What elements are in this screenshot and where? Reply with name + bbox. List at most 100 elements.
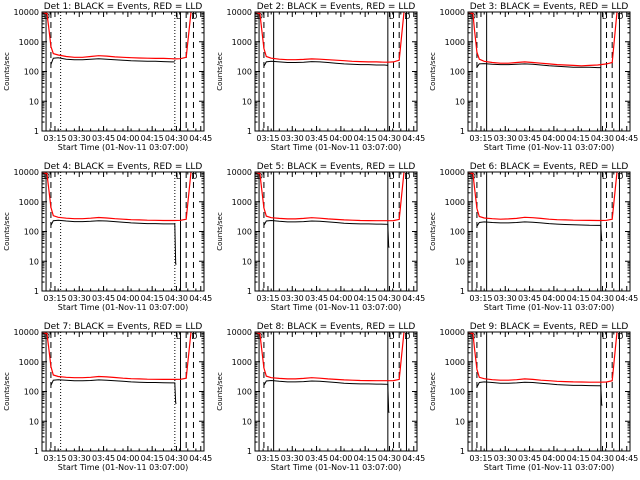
plot-frame xyxy=(467,331,631,452)
x-tick-label: 04:45 xyxy=(402,294,425,303)
marker-label: D xyxy=(191,12,197,21)
marker-label: D xyxy=(191,172,197,181)
y-tick-label: 100 xyxy=(450,388,465,397)
series-events-line xyxy=(476,221,603,241)
y-tick-label: 10 xyxy=(29,417,39,426)
chart-title: Det 2: BLACK = Events, RED = LLD xyxy=(257,2,416,12)
x-tick-label: 03:45 xyxy=(92,294,115,303)
series-group xyxy=(255,332,405,413)
x-tick-label: 04:15 xyxy=(354,294,377,303)
chart-title: Det 3: BLACK = Events, RED = LLD xyxy=(470,2,629,12)
x-tick-label: 03:15 xyxy=(256,294,279,303)
x-tick-label: 03:45 xyxy=(518,294,541,303)
x-axis-label: Start Time (01-Nov-11 03:07:00) xyxy=(484,463,614,472)
x-tick-label: 03:30 xyxy=(68,454,91,463)
x-tick-label: 04:30 xyxy=(378,134,401,143)
plot-frame xyxy=(467,11,631,132)
y-tick-label: 1000 xyxy=(232,358,252,367)
y-axis-label: Counts/sec xyxy=(216,212,224,251)
marker-label: L xyxy=(602,172,607,181)
x-axis-label: Start Time (01-Nov-11 03:07:00) xyxy=(484,303,614,312)
x-tick-label: 04:30 xyxy=(591,134,614,143)
y-tick-label: 10000 xyxy=(14,168,39,177)
x-tick-label: 03:30 xyxy=(494,134,517,143)
x-tick-label: 03:30 xyxy=(68,294,91,303)
marker-label: D xyxy=(617,172,623,181)
y-tick-label: 1 xyxy=(34,287,39,296)
chart-title: Det 8: BLACK = Events, RED = LLD xyxy=(257,322,416,332)
y-tick-label: 10000 xyxy=(440,328,465,337)
x-tick-label: 03:45 xyxy=(305,134,328,143)
x-tick-label: 04:00 xyxy=(329,134,352,143)
series-lld-line xyxy=(255,172,405,222)
x-tick-label: 04:15 xyxy=(567,134,590,143)
x-axis-label: Start Time (01-Nov-11 03:07:00) xyxy=(58,143,188,152)
y-tick-label: 100 xyxy=(450,68,465,77)
x-tick-label: 04:30 xyxy=(165,134,188,143)
x-tick-label: 03:15 xyxy=(43,294,66,303)
x-tick-label: 04:30 xyxy=(165,454,188,463)
chart-title: Det 9: BLACK = Events, RED = LLD xyxy=(470,322,629,332)
y-tick-label: 1000 xyxy=(19,38,39,47)
x-tick-label: 04:45 xyxy=(189,134,212,143)
marker-label: L xyxy=(389,332,394,341)
y-tick-label: 1 xyxy=(247,447,252,456)
y-tick-label: 1 xyxy=(247,287,252,296)
y-tick-label: 100 xyxy=(237,388,252,397)
x-tick-label: 04:45 xyxy=(402,454,425,463)
x-tick-label: 04:15 xyxy=(141,294,164,303)
x-tick-label: 04:00 xyxy=(116,454,139,463)
chart-title: Det 6: BLACK = Events, RED = LLD xyxy=(470,162,629,172)
y-tick-label: 10 xyxy=(29,97,39,106)
series-lld-line xyxy=(42,332,192,381)
series-lld-line xyxy=(468,172,618,222)
x-tick-label: 03:15 xyxy=(256,454,279,463)
y-tick-label: 1000 xyxy=(19,198,39,207)
x-tick-label: 04:00 xyxy=(116,294,139,303)
series-events-line xyxy=(263,219,390,248)
x-tick-label: 04:45 xyxy=(189,454,212,463)
x-tick-label: 03:30 xyxy=(281,454,304,463)
series-group xyxy=(255,172,405,248)
y-tick-label: 1000 xyxy=(232,38,252,47)
x-tick-label: 04:00 xyxy=(542,294,565,303)
marker-label: L xyxy=(176,12,181,21)
series-group xyxy=(468,332,618,406)
x-tick-label: 03:15 xyxy=(43,454,66,463)
series-group xyxy=(468,172,618,241)
x-tick-label: 04:00 xyxy=(329,454,352,463)
y-tick-label: 1000 xyxy=(19,358,39,367)
plot-frame xyxy=(254,331,418,452)
y-tick-label: 1 xyxy=(460,447,465,456)
x-axis-label: Start Time (01-Nov-11 03:07:00) xyxy=(271,463,401,472)
x-tick-label: 03:30 xyxy=(68,134,91,143)
y-tick-label: 10000 xyxy=(440,168,465,177)
x-axis-label: Start Time (01-Nov-11 03:07:00) xyxy=(58,303,188,312)
series-events-line xyxy=(476,381,603,406)
y-tick-label: 100 xyxy=(24,388,39,397)
y-tick-label: 10 xyxy=(29,257,39,266)
marker-label: D xyxy=(404,12,410,21)
marker-label: D xyxy=(404,172,410,181)
y-tick-label: 1000 xyxy=(445,38,465,47)
marker-label: D xyxy=(617,332,623,341)
x-tick-label: 03:15 xyxy=(469,454,492,463)
chart-title: Det 4: BLACK = Events, RED = LLD xyxy=(44,162,203,172)
y-tick-label: 100 xyxy=(237,68,252,77)
chart-title: Det 1: BLACK = Events, RED = LLD xyxy=(44,2,203,12)
y-axis-label: Counts/sec xyxy=(216,52,224,91)
x-tick-label: 04:00 xyxy=(116,134,139,143)
plot-frame xyxy=(254,11,418,132)
series-lld-line xyxy=(255,332,405,382)
y-axis-label: Counts/sec xyxy=(3,52,11,91)
x-axis-label: Start Time (01-Nov-11 03:07:00) xyxy=(58,463,188,472)
plot-frame xyxy=(41,11,205,132)
y-tick-label: 10000 xyxy=(227,8,252,17)
y-tick-label: 10 xyxy=(242,257,252,266)
y-axis-label: Counts/sec xyxy=(216,372,224,411)
